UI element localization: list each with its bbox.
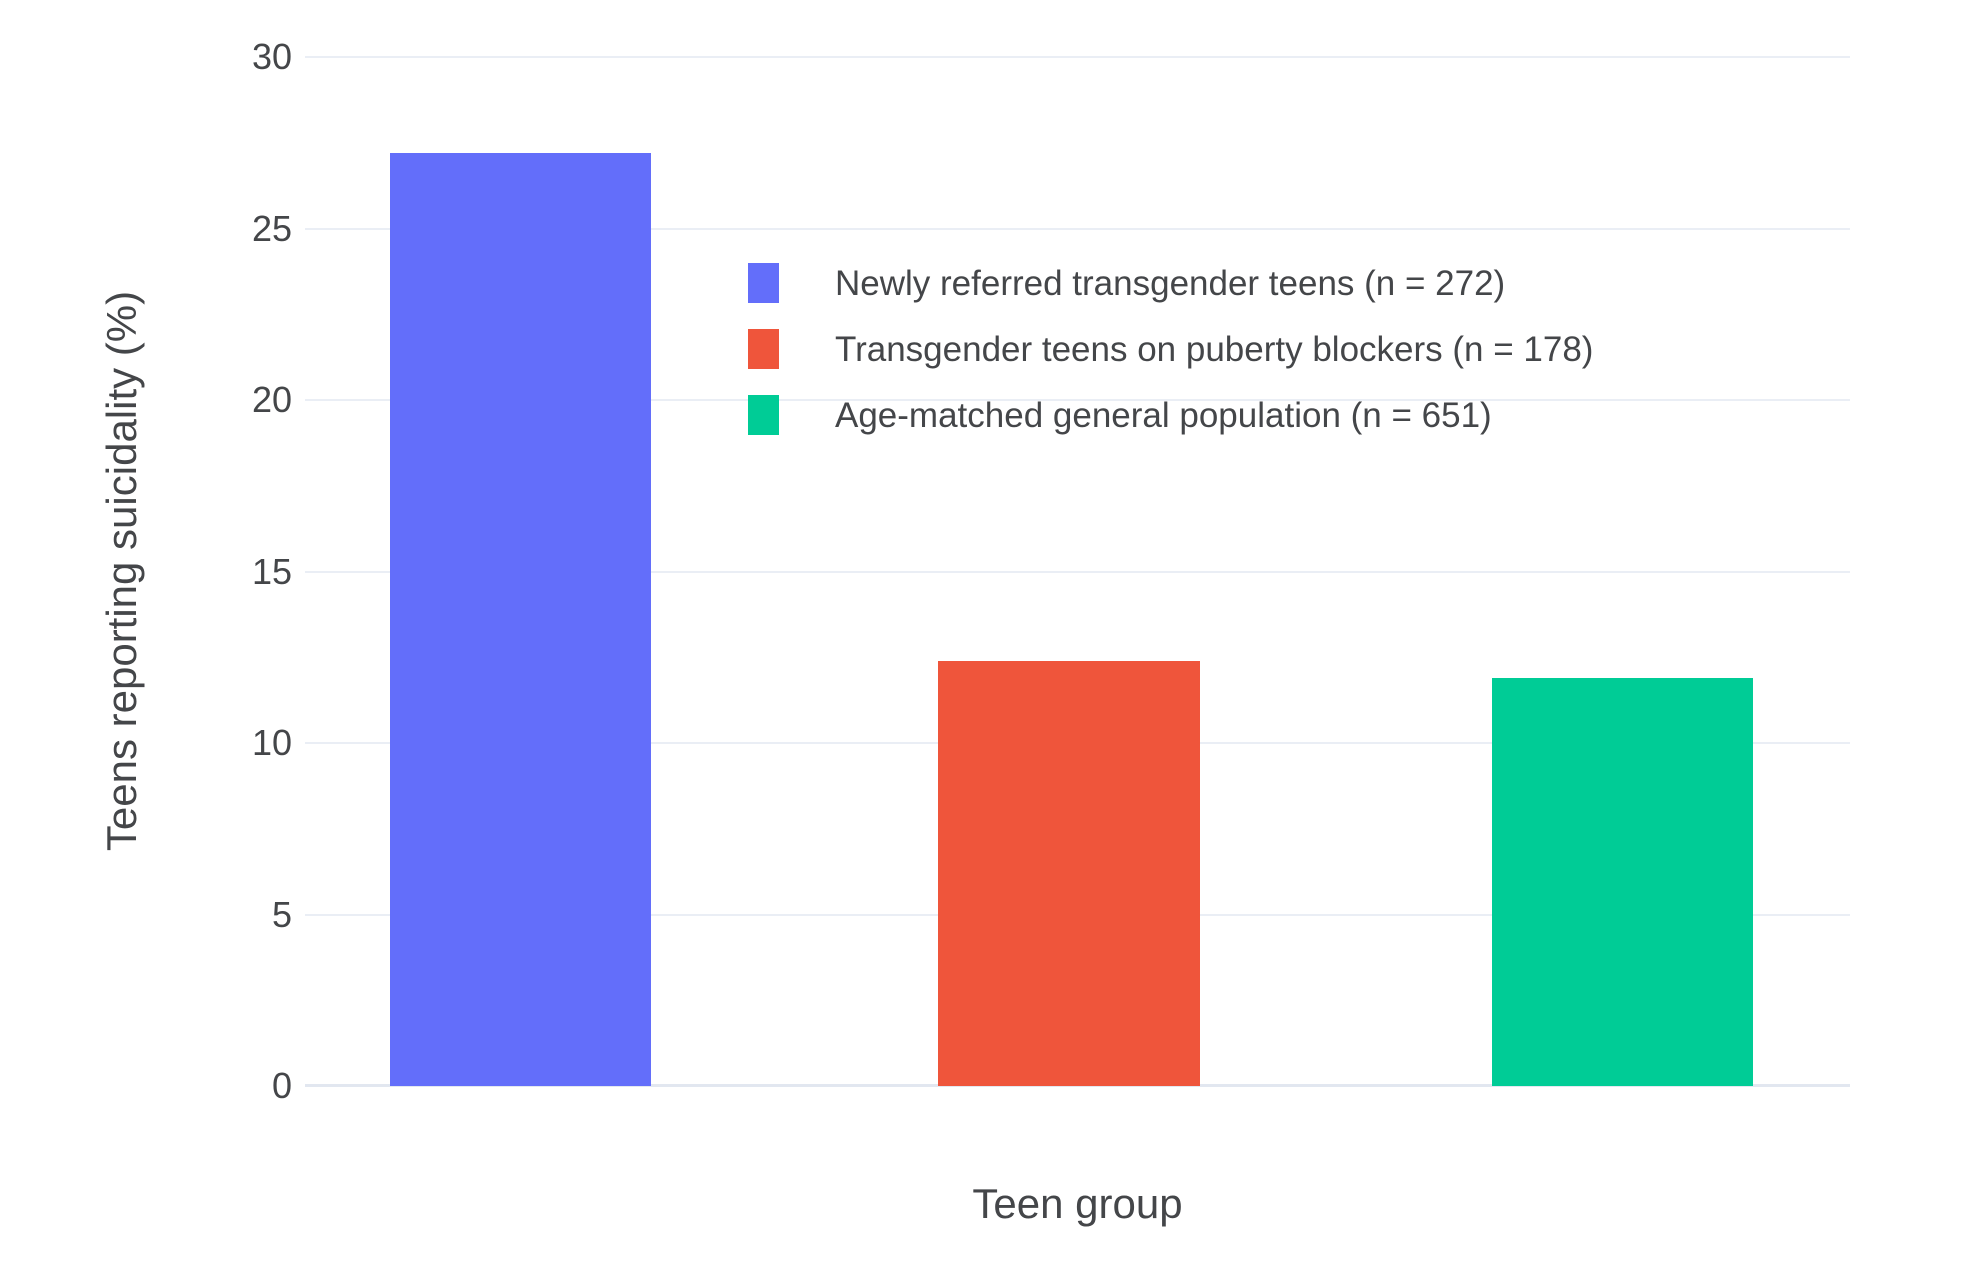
y-tick-label-10: 10 bbox=[251, 722, 292, 763]
y-tick-label-20: 20 bbox=[251, 379, 292, 420]
legend-label-newly-referred-transgender-teens: Newly referred transgender teens (n = 27… bbox=[835, 263, 1506, 303]
legend-item-transgender-teens-on-puberty-blockers[interactable]: Transgender teens on puberty blockers (n… bbox=[748, 329, 1593, 369]
bar-newly-referred-transgender-teens[interactable] bbox=[389, 153, 652, 1086]
y-tick-label-25: 25 bbox=[251, 207, 292, 249]
y-tick-label-0: 0 bbox=[271, 1065, 292, 1106]
y-tick-label-5: 5 bbox=[271, 893, 292, 935]
x-axis-title: Teen group bbox=[972, 1180, 1183, 1227]
legend: Newly referred transgender teens (n = 27… bbox=[748, 263, 1593, 461]
y-tick-label-30: 30 bbox=[251, 36, 292, 77]
bar-transgender-teens-on-puberty-blockers[interactable] bbox=[938, 660, 1200, 1086]
legend-label-age-matched-general-population: Age-matched general population (n = 651) bbox=[835, 395, 1492, 435]
gridline-y-30 bbox=[305, 56, 1850, 58]
legend-swatch-transgender-teens-on-puberty-blockers bbox=[748, 329, 779, 369]
legend-item-newly-referred-transgender-teens[interactable]: Newly referred transgender teens (n = 27… bbox=[748, 263, 1593, 303]
legend-item-age-matched-general-population[interactable]: Age-matched general population (n = 651) bbox=[748, 395, 1593, 435]
plot-area bbox=[305, 56, 1850, 1087]
y-tick-labels: 0 5 10 15 20 25 30 bbox=[0, 39, 292, 1104]
gridline-y-20 bbox=[305, 399, 1850, 402]
gridline-y-15 bbox=[305, 570, 1850, 573]
bar-age-matched-general-population[interactable] bbox=[1491, 677, 1753, 1086]
legend-swatch-newly-referred-transgender-teens bbox=[748, 263, 779, 303]
legend-swatch-age-matched-general-population bbox=[748, 395, 779, 435]
gridline-y-25 bbox=[305, 227, 1850, 230]
y-tick-label-15: 15 bbox=[251, 550, 292, 592]
legend-label-transgender-teens-on-puberty-blockers: Transgender teens on puberty blockers (n… bbox=[835, 329, 1594, 369]
